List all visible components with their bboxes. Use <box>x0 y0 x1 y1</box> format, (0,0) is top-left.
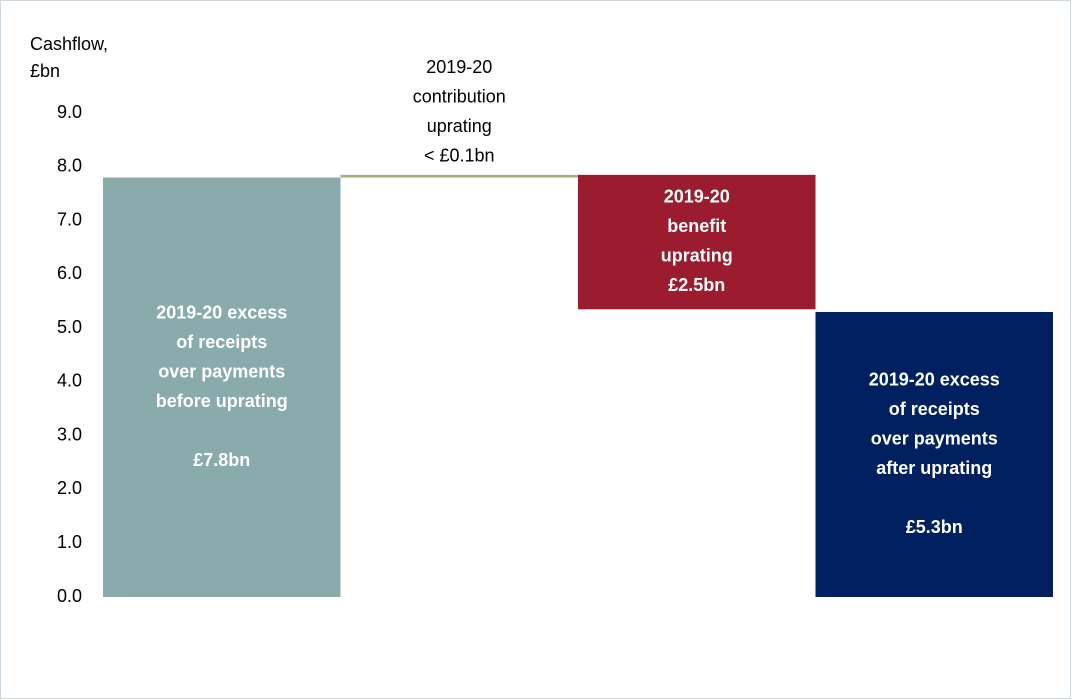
bar-label: 2019-20 excess <box>156 302 287 322</box>
bar-label: uprating <box>427 116 492 136</box>
y-tick-label: 9.0 <box>57 102 82 122</box>
bar-label: before uprating <box>156 391 288 411</box>
y-tick-label: 0.0 <box>57 586 82 606</box>
y-tick-label: 2.0 <box>57 478 82 498</box>
bar <box>340 174 578 178</box>
y-tick-label: 5.0 <box>57 317 82 337</box>
bar-label: contribution <box>413 87 506 107</box>
bar-label: benefit <box>667 216 726 236</box>
y-tick-label: 4.0 <box>57 371 82 391</box>
bar-label: over payments <box>158 361 285 381</box>
value-label: £5.3bn <box>906 517 963 537</box>
bar-label: of receipts <box>889 399 980 419</box>
y-axis-label: Cashflow, <box>30 34 108 54</box>
y-tick-label: 3.0 <box>57 424 82 444</box>
bar-label: 2019-20 excess <box>869 369 1000 389</box>
y-tick-label: 8.0 <box>57 156 82 176</box>
bar <box>815 311 1053 597</box>
y-axis-label: £bn <box>30 61 60 81</box>
bar-label: over payments <box>871 428 998 448</box>
y-tick-label: 6.0 <box>57 263 82 283</box>
value-label: £2.5bn <box>668 275 725 295</box>
bar-label: after uprating <box>876 458 992 478</box>
bar <box>578 174 816 310</box>
bar <box>103 177 341 598</box>
bar-label: of receipts <box>176 332 267 352</box>
value-label: £7.8bn <box>193 450 250 470</box>
bar-label: uprating <box>661 246 733 266</box>
value-label: < £0.1bn <box>424 146 495 166</box>
y-tick-label: 1.0 <box>57 532 82 552</box>
bar-label: 2019-20 <box>426 57 492 77</box>
y-tick-label: 7.0 <box>57 209 82 229</box>
bar-label: 2019-20 <box>664 187 730 207</box>
